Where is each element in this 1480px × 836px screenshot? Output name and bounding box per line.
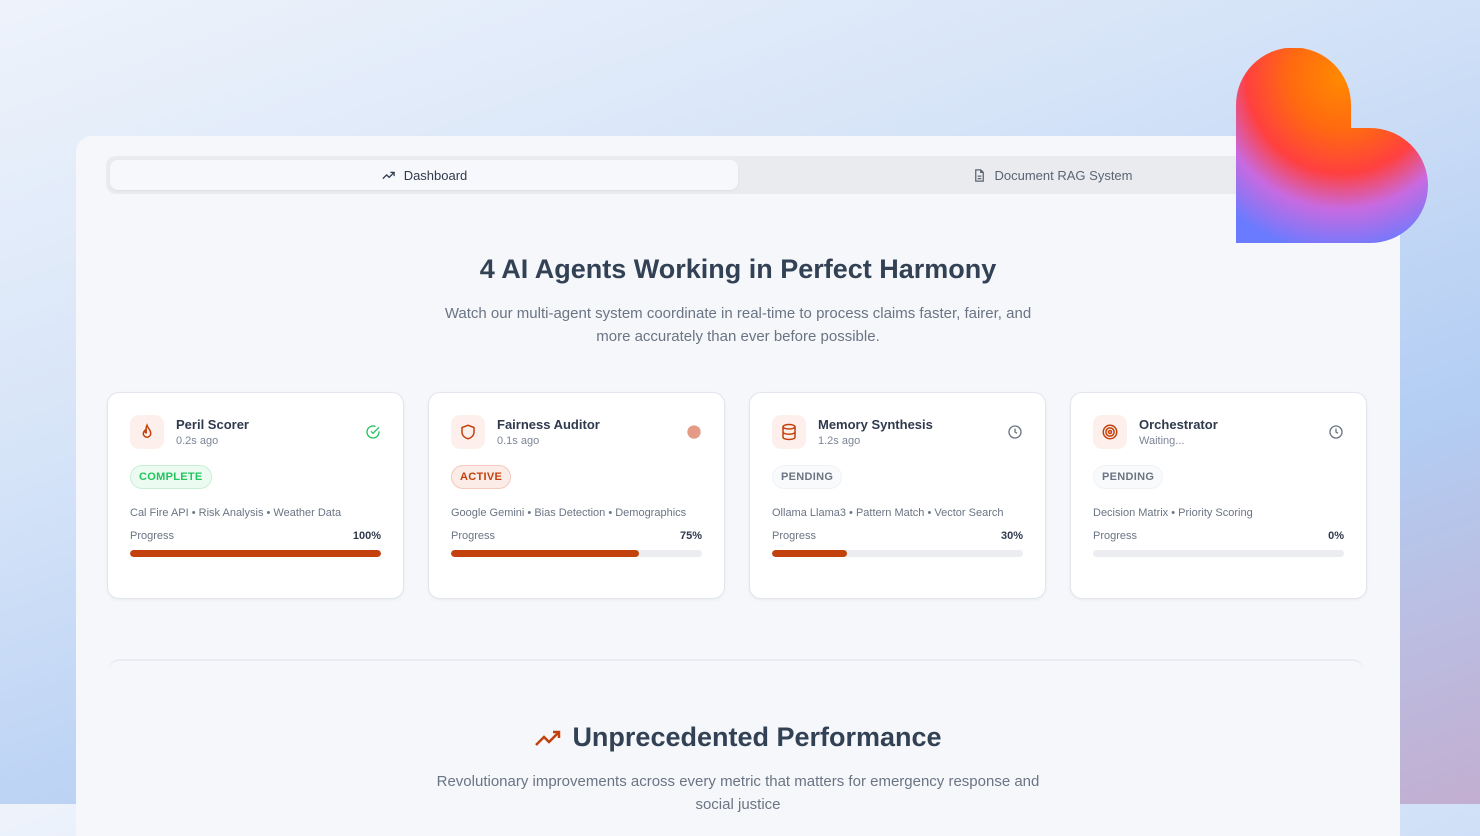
heart-logo — [1236, 48, 1428, 243]
agent-tags: Ollama Llama3 • Pattern Match • Vector S… — [772, 507, 1004, 519]
tab-label: Document RAG System — [994, 167, 1133, 183]
check-circle-icon — [366, 425, 380, 439]
agent-card-peril-scorer: Peril Scorer 0.2s ago COMPLETE Cal Fire A… — [107, 392, 404, 599]
progress-value: 30% — [1000, 530, 1023, 542]
performance-title: Unprecedented Performance — [76, 722, 1400, 753]
progress-bar — [130, 550, 381, 557]
clock-icon — [1008, 425, 1022, 439]
progress-label: Progress — [1093, 530, 1138, 542]
agent-card-fairness-auditor: Fairness Auditor 0.1s ago ACTIVE Google G… — [428, 392, 725, 599]
agent-tags: Cal Fire API • Risk Analysis • Weather D… — [130, 507, 342, 519]
progress-value: 100% — [352, 530, 381, 542]
agent-card-orchestrator: Orchestrator Waiting... PENDING Decision … — [1070, 392, 1367, 599]
hero-subtitle: Watch our multi-agent system coordinate … — [444, 305, 1032, 345]
agent-time: 1.2s ago — [818, 435, 861, 447]
agent-time: 0.2s ago — [176, 435, 219, 447]
status-badge: ACTIVE — [451, 465, 512, 489]
tab-bar: Dashboard Document RAG System — [106, 156, 1370, 194]
progress-label: Progress — [772, 530, 817, 542]
agent-tags: Decision Matrix • Priority Scoring — [1093, 507, 1253, 519]
agent-name: Memory Synthesis — [818, 417, 933, 432]
database-icon — [772, 415, 806, 449]
progress-value: 0% — [1328, 530, 1344, 542]
hero-title: 4 AI Agents Working in Perfect Harmony — [479, 254, 997, 284]
section-divider — [108, 659, 1364, 679]
shield-icon — [451, 415, 485, 449]
flame-icon — [130, 415, 164, 449]
active-dot-icon — [687, 425, 701, 439]
agent-time: Waiting... — [1139, 435, 1185, 447]
progress-label: Progress — [130, 530, 175, 542]
status-badge: PENDING — [772, 465, 843, 489]
tab-label: Dashboard — [403, 167, 468, 183]
agent-card-memory-synthesis: Memory Synthesis 1.2s ago PENDING Ollama … — [749, 392, 1046, 599]
agent-name: Orchestrator — [1139, 417, 1218, 432]
progress-bar — [772, 550, 1023, 557]
agent-name: Peril Scorer — [176, 417, 249, 432]
tab-document-rag[interactable]: Document RAG System — [738, 160, 1366, 190]
performance-subtitle: Revolutionary improvements across every … — [436, 773, 1040, 813]
file-text-icon — [974, 168, 984, 182]
progress-bar — [451, 550, 702, 557]
progress-value: 75% — [679, 530, 702, 542]
progress-bar — [1093, 550, 1344, 557]
tab-dashboard[interactable]: Dashboard — [110, 160, 738, 190]
target-icon — [1093, 415, 1127, 449]
agent-time: 0.1s ago — [497, 435, 540, 447]
clock-icon — [1329, 425, 1343, 439]
trending-up-icon — [382, 171, 395, 179]
agent-cards: Peril Scorer 0.2s ago COMPLETE Cal Fire A… — [107, 392, 1367, 599]
agent-tags: Google Gemini • Bias Detection • Demogra… — [451, 507, 687, 519]
progress-label: Progress — [451, 530, 496, 542]
status-badge: PENDING — [1093, 465, 1164, 489]
agent-name: Fairness Auditor — [497, 417, 600, 432]
status-badge: COMPLETE — [130, 465, 212, 489]
main-panel: Dashboard Document RAG System 4 AI Agent… — [76, 136, 1400, 836]
trending-up-icon — [535, 730, 561, 746]
